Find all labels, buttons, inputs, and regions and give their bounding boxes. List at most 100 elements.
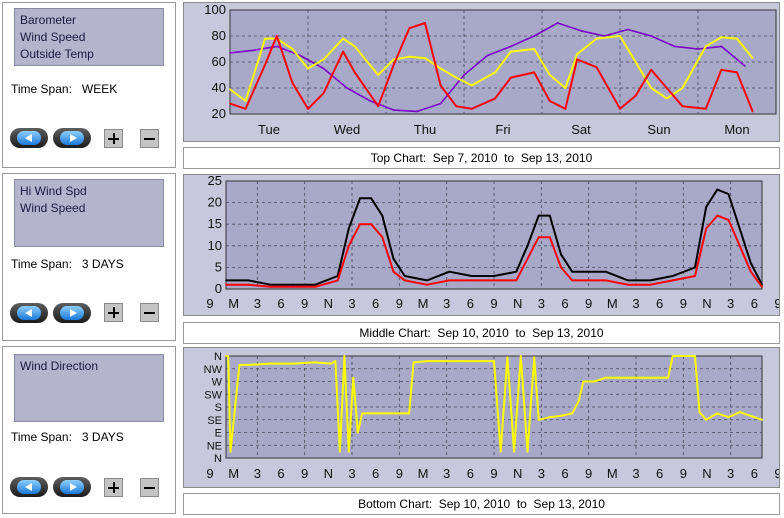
data-point [526, 450, 529, 453]
series-item-outside-temp[interactable]: Outside Temp [20, 47, 94, 61]
y-tick-label: W [212, 377, 223, 389]
data-point [275, 35, 278, 37]
middle-chart-caption: Middle Chart: Sep 10, 2010 to Sep 13, 20… [183, 322, 780, 344]
arrow-right-icon [70, 483, 77, 491]
data-point [526, 244, 529, 247]
data-point [738, 411, 741, 413]
data-point [381, 236, 384, 239]
previous-button-middle[interactable] [10, 303, 48, 323]
data-point [634, 61, 637, 63]
series-item-wind-speed[interactable]: Wind Speed [20, 201, 86, 215]
data-point [493, 279, 495, 282]
x-tick-label: M [607, 296, 618, 311]
data-point [493, 360, 495, 362]
zoom-in-button-middle[interactable] [104, 303, 123, 322]
data-point [439, 84, 442, 87]
zoom-in-button-top[interactable] [104, 129, 123, 148]
data-point [346, 87, 348, 89]
y-tick-label: NW [204, 364, 223, 376]
data-point [626, 28, 629, 31]
x-tick-label: 9 [585, 466, 592, 481]
x-tick-label: 6 [656, 296, 663, 311]
y-tick-label: 5 [215, 259, 222, 274]
data-point [370, 412, 373, 415]
zoom-in-button-bottom[interactable] [104, 478, 123, 497]
series-item-barometer[interactable]: Barometer [20, 13, 77, 27]
x-tick-label: M [228, 466, 239, 481]
series-item-wind-speed[interactable]: Wind Speed [20, 30, 86, 44]
series-line-outside-temp [229, 35, 754, 102]
data-point [229, 450, 232, 453]
y-tick-label: NE [207, 440, 222, 452]
y-tick-label: 20 [208, 195, 222, 210]
data-point [499, 450, 502, 453]
data-point [334, 360, 337, 362]
x-tick-label: M [607, 466, 618, 481]
data-point [448, 279, 451, 282]
data-point [751, 110, 754, 113]
zoom-out-button-middle[interactable] [140, 303, 159, 322]
series-line-wind-speed [226, 214, 763, 288]
data-point [582, 270, 585, 273]
chart-control-panel-middle: Hi Wind Spd Wind Speed Time Span: 3 DAYS [2, 173, 176, 341]
data-point [537, 214, 540, 217]
data-point [292, 285, 294, 288]
middle-chart[interactable]: 0 5 10 15 20 25 9 M 3 6 9 N 3 6 9 M 3 6 9 N 3 6 9 M 3 6 9 N 3 6 9 [183, 173, 782, 316]
data-point [307, 107, 309, 110]
previous-button-top[interactable] [10, 128, 48, 148]
data-point [339, 450, 341, 453]
data-point [515, 270, 518, 273]
top-chart[interactable]: 20 40 60 80 100 Tue Wed Thu Fri Sat Sun Mon [183, 2, 780, 142]
data-point [470, 360, 473, 362]
data-point [533, 71, 536, 74]
x-tick-label: 9 [301, 466, 308, 481]
series-item-wind-direction[interactable]: Wind Direction [20, 359, 99, 373]
x-tick-label: 3 [254, 296, 261, 311]
series-list-top[interactable]: Barometer Wind Speed Outside Temp [14, 8, 164, 66]
bottom-chart[interactable]: N NW W SW S SE E NE N 9 M 3 6 9 N 3 6 9 M 3 6 9 N 3 6 9 M 3 6 9 N 3 6 9 [183, 347, 782, 488]
data-point [314, 361, 317, 364]
x-tick-label: 9 [774, 296, 779, 311]
series-list-bottom[interactable]: Wind Direction [14, 354, 164, 422]
y-tick-label: N [214, 453, 222, 465]
data-point [749, 415, 752, 417]
time-span-value: 3 DAYS [81, 430, 124, 444]
data-point [627, 279, 629, 282]
data-point [743, 65, 746, 67]
zoom-out-button-top[interactable] [140, 129, 159, 148]
data-point [353, 71, 356, 74]
previous-button-bottom[interactable] [10, 477, 48, 497]
x-tick-label: 9 [301, 296, 308, 311]
data-point [509, 50, 512, 53]
data-point [494, 97, 497, 100]
data-point [509, 45, 512, 48]
next-button-top[interactable] [53, 128, 91, 148]
data-point [408, 55, 411, 58]
data-point [322, 67, 325, 70]
data-point [359, 223, 361, 226]
next-button-bottom[interactable] [53, 477, 91, 497]
data-point [408, 412, 410, 415]
data-point [426, 279, 428, 282]
zoom-out-button-bottom[interactable] [140, 478, 159, 497]
minus-icon [144, 487, 155, 489]
y-tick-label: S [215, 402, 222, 414]
series-list-middle[interactable]: Hi Wind Spd Wind Speed [14, 179, 164, 247]
data-point [751, 57, 754, 59]
x-tick-label: N [513, 466, 522, 481]
x-tick-label: Sun [647, 122, 670, 137]
data-point [673, 45, 676, 48]
data-point [356, 431, 359, 434]
series-line-hi-wind [226, 188, 763, 286]
next-button-middle[interactable] [53, 303, 91, 323]
data-point [359, 197, 361, 200]
data-point [671, 275, 674, 277]
data-point [537, 418, 540, 421]
data-point [424, 57, 426, 59]
data-point [705, 206, 708, 208]
x-tick-label: 9 [490, 466, 497, 481]
x-tick-label: 6 [277, 466, 284, 481]
data-point [582, 380, 585, 383]
series-item-hi-wind-spd[interactable]: Hi Wind Spd [20, 184, 87, 198]
